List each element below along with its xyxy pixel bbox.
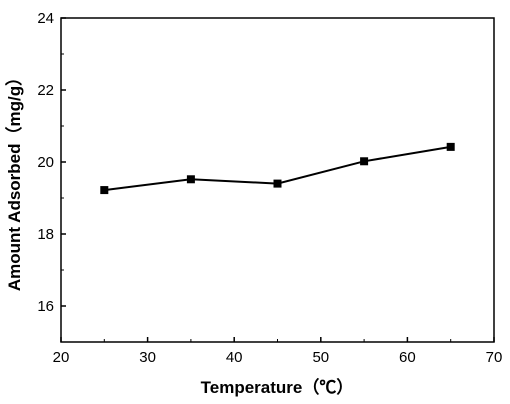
x-tick-label: 70 (486, 349, 503, 366)
y-tick-label: 22 (37, 82, 54, 99)
data-point (446, 142, 455, 151)
y-tick-label: 18 (37, 226, 54, 243)
data-point (186, 175, 195, 184)
x-axis-title: Temperature（℃） (201, 377, 354, 397)
y-tick-label: 24 (37, 10, 54, 27)
data-point (273, 179, 282, 188)
y-axis-ticks: 16 18 20 22 24 (37, 10, 66, 343)
x-axis-ticks: 20 30 40 50 60 70 (53, 337, 503, 366)
x-tick-label: 40 (226, 349, 243, 366)
data-point (100, 186, 109, 195)
x-tick-label: 50 (312, 349, 329, 366)
x-tick-label: 60 (399, 349, 416, 366)
x-tick-label: 20 (53, 349, 70, 366)
y-axis-title: Amount Adsorbed（mg/g） (4, 69, 24, 291)
y-tick-label: 16 (37, 298, 54, 315)
x-tick-label: 30 (139, 349, 156, 366)
data-point (360, 157, 369, 166)
y-tick-label: 20 (37, 154, 54, 171)
series-layer (100, 142, 455, 195)
